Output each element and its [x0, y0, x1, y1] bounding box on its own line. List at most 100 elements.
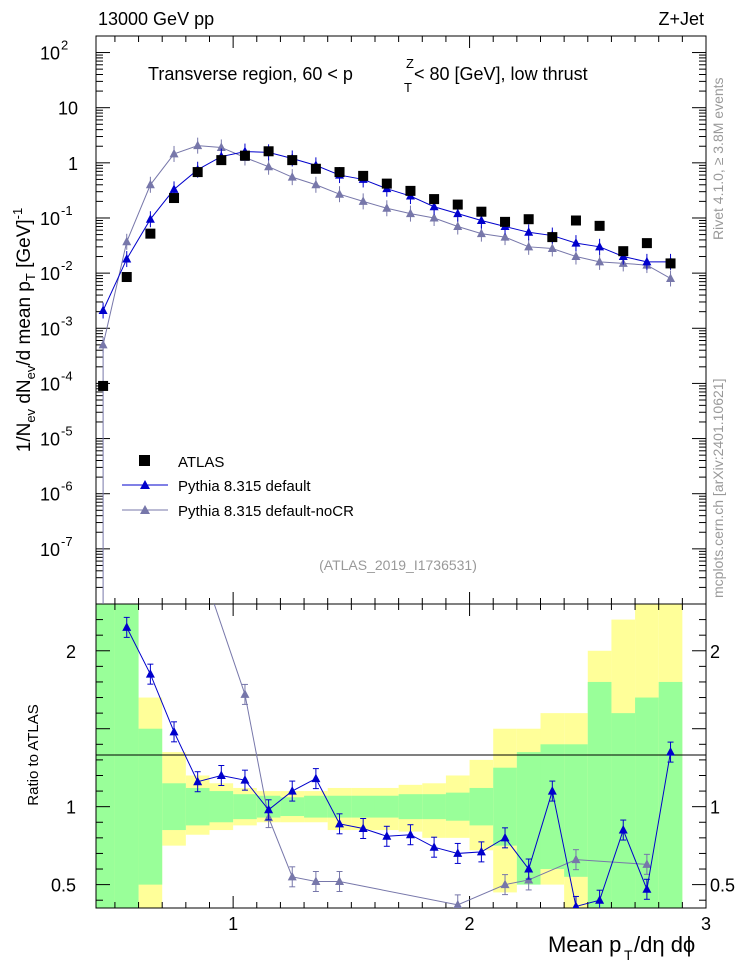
- default-ratio-point: [453, 848, 463, 857]
- default-line: [102, 151, 671, 311]
- nocr-point: [547, 243, 557, 252]
- y-tick-label-exp: -5: [61, 424, 73, 439]
- nocr-point: [500, 232, 510, 241]
- atlas-point: [452, 199, 463, 210]
- band-green: [304, 795, 328, 818]
- y-tick-label-exp: -2: [61, 258, 73, 273]
- default-ratio-point: [595, 895, 605, 904]
- atlas-point: [192, 167, 203, 178]
- nocr-point: [122, 236, 132, 246]
- atlas-point: [98, 380, 109, 391]
- y-tick-label: 10: [40, 264, 60, 284]
- ratio-y-tick-label-right: 1: [710, 798, 720, 818]
- nocr-point: [666, 273, 676, 282]
- default-ratio-point: [405, 829, 415, 839]
- default-point: [642, 256, 652, 266]
- y-tick-label: 10: [40, 319, 60, 339]
- nocr-point: [335, 189, 345, 198]
- nocr-point: [216, 142, 226, 151]
- default-ratio-point: [618, 825, 628, 834]
- default-ratio-point: [264, 804, 274, 814]
- default-ratio-line: [126, 627, 672, 908]
- atlas-point: [358, 170, 369, 181]
- nocr-ratio-point: [335, 876, 345, 885]
- ratio-y-tick-label: 2: [66, 642, 76, 662]
- atlas-point: [405, 185, 416, 196]
- atlas-point: [618, 246, 629, 257]
- atlas-point: [310, 163, 321, 174]
- x-tick-label: 1: [228, 914, 238, 934]
- y-tick-label: 10: [40, 209, 60, 229]
- default-point: [98, 305, 108, 315]
- nocr-point: [169, 148, 179, 158]
- default-point: [169, 184, 179, 193]
- default-point: [595, 241, 605, 251]
- ratio-y-tick-label: 0.5: [51, 876, 76, 896]
- atlas-point: [476, 206, 487, 217]
- band-green: [209, 791, 234, 823]
- default-ratio-point: [145, 669, 155, 678]
- default-point: [571, 238, 581, 247]
- default-point: [453, 208, 463, 218]
- nocr-point: [571, 251, 581, 261]
- legend-label-atlas: ATLAS: [178, 454, 224, 471]
- y-tick-label: 10: [40, 430, 60, 450]
- nocr-point: [405, 208, 415, 218]
- y-tick-label: 1: [68, 154, 78, 174]
- default-ratio-point: [335, 818, 345, 828]
- band-green: [351, 795, 375, 818]
- y-tick-label: 10: [40, 540, 60, 560]
- y-tick-label: 10: [58, 99, 78, 119]
- atlas-point: [381, 178, 392, 189]
- y-tick-label-exp: 2: [61, 38, 68, 53]
- y-tick-label-exp: -6: [61, 479, 73, 494]
- svg-text:1/Nev dNev/d mean pT [GeV]-1: 1/Nev dNev/d mean pT [GeV]-1: [10, 208, 38, 453]
- atlas-point: [570, 215, 581, 226]
- xlabel: Mean p T /dη dϕ: [548, 932, 695, 963]
- nocr-point: [287, 172, 297, 181]
- band-green: [280, 797, 305, 817]
- side-label-rivet: Rivet 4.1.0, ≥ 3.8M events: [710, 77, 726, 240]
- title-tail: < 80 [GeV], low thrust: [414, 64, 588, 84]
- nocr-ratio-point: [642, 859, 652, 868]
- y-tick-label: 10: [40, 485, 60, 505]
- legend: ATLAS Pythia 8.315 default Pythia 8.315 …: [122, 454, 354, 520]
- main-data-layer: [98, 137, 676, 604]
- atlas-point: [169, 193, 180, 204]
- nocr-point: [358, 196, 368, 205]
- default-ratio-point: [429, 842, 439, 851]
- x-tick-label: 3: [701, 914, 711, 934]
- atlas-point: [641, 238, 652, 249]
- nocr-point: [311, 179, 321, 189]
- side-label-mcplots: mcplots.cern.ch [arXiv:2401.10621]: [710, 379, 726, 598]
- nocr-point: [193, 140, 203, 150]
- legend-marker-nocr: [140, 505, 150, 514]
- nocr-point: [98, 339, 108, 349]
- ylabel-main-text: 1/N: [14, 423, 35, 453]
- svg-text:Mean p: Mean p: [548, 932, 621, 957]
- atlas-point: [594, 220, 605, 231]
- ratio-y-tick-label: 1: [66, 798, 76, 818]
- analysis-id: (ATLAS_2019_I1736531): [319, 557, 477, 573]
- default-ratio-point: [169, 726, 179, 736]
- band-green: [96, 604, 115, 908]
- band-green: [445, 792, 470, 821]
- band-green: [422, 794, 446, 820]
- y-tick-label: 10: [40, 374, 60, 394]
- default-point: [476, 215, 486, 225]
- default-point: [122, 254, 132, 263]
- atlas-point: [121, 272, 132, 283]
- ylabel-main: 1/Nev dNev/d mean pT [GeV]-1: [10, 208, 38, 453]
- y-tick-label-exp: -1: [61, 203, 73, 218]
- nocr-ratio-point: [571, 854, 581, 864]
- band-green: [138, 728, 163, 885]
- nocr-point: [453, 221, 463, 231]
- default-ratio-point: [193, 776, 203, 786]
- y-tick-label: 10: [40, 44, 60, 64]
- nocr-point: [382, 203, 392, 212]
- atlas-point: [334, 167, 345, 178]
- plot-title: Transverse region, 60 < p Z T < 80 [GeV]…: [148, 56, 588, 95]
- atlas-point: [145, 228, 156, 239]
